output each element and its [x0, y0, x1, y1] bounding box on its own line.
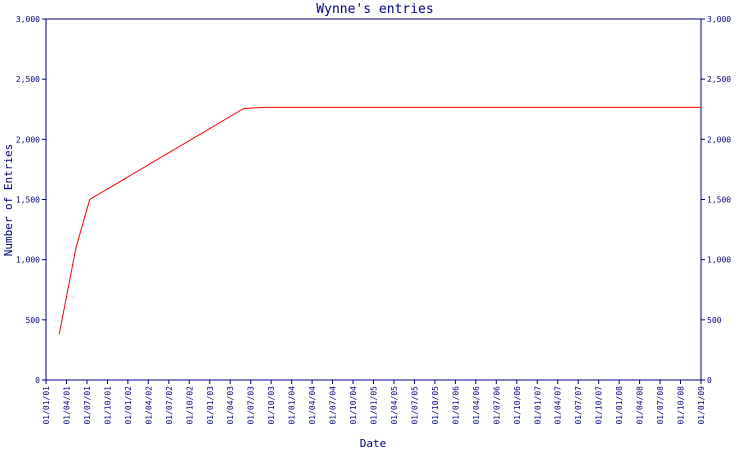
y-axis-right: 0 500 1,000 1,500 2,000 2,500 3,000: [701, 15, 731, 385]
x-tick-label: 01/01/09: [697, 386, 706, 425]
y-tick-label-right: 1,000: [707, 256, 731, 265]
x-tick-label: 01/04/02: [144, 386, 153, 425]
x-tick-label: 01/10/01: [103, 386, 112, 425]
x-tick-label: 01/10/08: [677, 386, 686, 425]
x-tick-label: 01/07/04: [329, 386, 338, 425]
y-tick-label-left: 2,000: [16, 135, 40, 144]
x-tick-label: 01/10/07: [595, 386, 604, 425]
x-tick-label: 01/07/01: [83, 386, 92, 425]
y-tick-label-right: 2,000: [707, 135, 731, 144]
chart-title: Wynne's entries: [316, 2, 433, 17]
series-layer: [58, 106, 701, 335]
x-tick-label: 01/07/06: [492, 386, 501, 425]
y-tick-label-left: 1,000: [16, 256, 40, 265]
x-tick-label: 01/07/02: [165, 386, 174, 425]
x-tick-label: 01/01/04: [288, 386, 297, 425]
y-tick-label-right: 3,000: [707, 15, 731, 24]
x-tick-label: 01/01/06: [451, 386, 460, 425]
x-tick-label: 01/10/06: [513, 386, 522, 425]
x-tick-label: 01/04/04: [308, 386, 317, 425]
x-tick-label: 01/04/07: [554, 386, 563, 425]
x-tick-label: 01/07/08: [656, 386, 665, 425]
plot-frame: [45, 18, 702, 381]
x-tick-label: 01/04/08: [636, 386, 645, 425]
x-axis: 01/01/01 01/04/01 01/07/01 01/10/01 01/01/02…: [42, 380, 706, 425]
x-tick-label: 01/10/04: [349, 386, 358, 425]
x-tick-label: 01/01/02: [124, 386, 133, 425]
x-tick-label: 01/01/07: [533, 386, 542, 425]
x-tick-label: 01/04/01: [62, 386, 71, 425]
x-axis-label: Date: [360, 437, 387, 450]
y-axis-left: 0 500 1,000 1,500 2,000 2,500 3,000: [16, 15, 46, 385]
x-tick-label: 01/01/01: [42, 386, 51, 425]
y-tick-label-left: 1,500: [16, 196, 40, 205]
y-tick-label-left: 0: [35, 376, 40, 385]
x-tick-label: 01/10/05: [431, 386, 440, 425]
y-tick-label-right: 1,500: [707, 196, 731, 205]
x-tick-label: 01/04/06: [472, 386, 481, 425]
y-tick-label-left: 500: [26, 316, 41, 325]
x-tick-label: 01/07/05: [410, 386, 419, 425]
x-tick-label: 01/04/05: [390, 386, 399, 425]
x-tick-label: 01/07/07: [574, 386, 583, 425]
series-line: [58, 106, 701, 335]
x-tick-label: 01/01/03: [206, 386, 215, 425]
y-tick-label-right: 0: [707, 376, 712, 385]
x-tick-label: 01/07/03: [247, 386, 256, 425]
x-tick-label: 01/10/02: [185, 386, 194, 425]
x-tick-label: 01/01/08: [615, 386, 624, 425]
y-tick-label-right: 500: [707, 316, 722, 325]
y-axis-label: Number of Entries: [2, 144, 15, 257]
x-tick-label: 01/10/03: [267, 386, 276, 425]
y-tick-label-right: 2,500: [707, 75, 731, 84]
x-tick-label: 01/01/05: [370, 386, 379, 425]
y-tick-label-left: 3,000: [16, 15, 40, 24]
y-tick-label-left: 2,500: [16, 75, 40, 84]
x-tick-label: 01/04/03: [226, 386, 235, 425]
